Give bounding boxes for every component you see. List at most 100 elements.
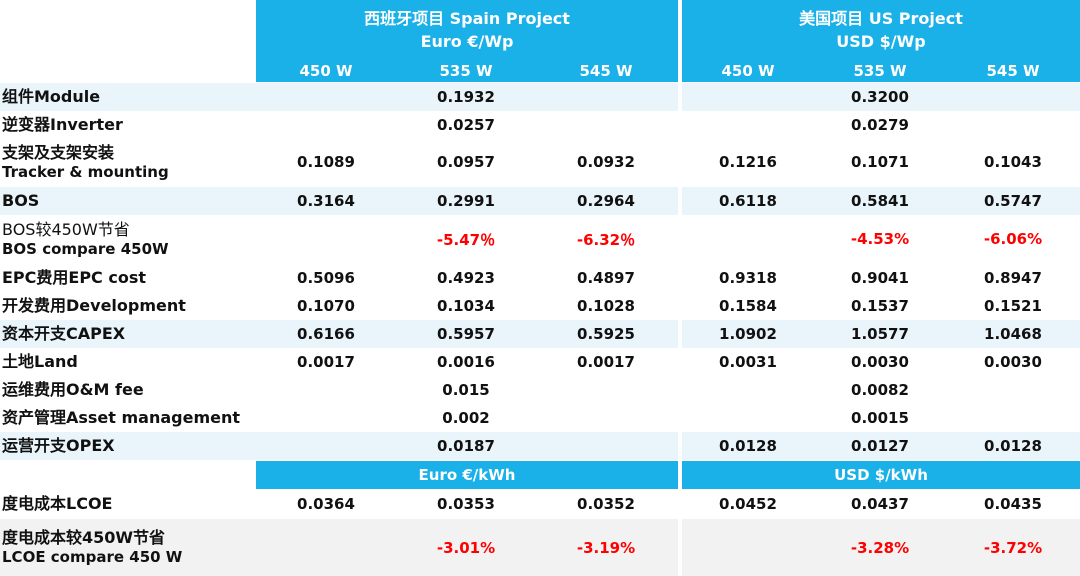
- spain-unit: Euro €/Wp: [420, 32, 514, 51]
- table-cell: 0.4897: [577, 269, 635, 287]
- table-cell: 0.0353: [437, 495, 495, 513]
- row-label: BOS: [2, 187, 254, 215]
- row-label-primary: BOS较450W节省: [2, 219, 130, 239]
- row-label-primary: 支架及支架安装: [2, 142, 115, 162]
- table-cell: 0.1216: [719, 153, 777, 171]
- table-cell: 0.1584: [719, 297, 777, 315]
- row-label: 土地Land: [2, 348, 254, 376]
- table-cell: -3.72%: [983, 538, 1043, 557]
- table-cell: 0.5841: [851, 192, 909, 210]
- spain-kwh-unit: Euro €/kWh: [256, 461, 678, 489]
- table-cell: 0.0030: [984, 353, 1042, 371]
- row-label-primary: 逆变器Inverter: [2, 115, 123, 134]
- row-label: 运维费用O&M fee: [2, 376, 254, 404]
- table-cell: -5.47％: [436, 230, 496, 249]
- table-cell: 0.0452: [719, 495, 777, 513]
- table-cell: 0.3200: [851, 88, 909, 106]
- unit-band-row: Euro €/kWh USD $/kWh: [0, 461, 1080, 489]
- table-row: EPC费用EPC cost 0.5096 0.4923 0.4897 0.9318 0.9…: [0, 264, 1080, 292]
- table-cell: 0.1028: [577, 297, 635, 315]
- table-cell: [260, 215, 392, 263]
- project-separator: [678, 0, 682, 576]
- row-label-primary: EPC费用EPC cost: [2, 268, 147, 287]
- table-cell: 1.0902: [719, 325, 777, 343]
- table-cell: 0.6118: [719, 192, 777, 210]
- table-cell: [682, 215, 814, 263]
- wattage-header-row: 450 W 535 W 545 W 450 W 535 W 545 W: [256, 60, 1080, 82]
- table-cell: [540, 404, 672, 432]
- row-label-primary: BOS: [2, 191, 40, 210]
- table-cell: 0.1043: [984, 153, 1042, 171]
- table-cell: 0.2964: [577, 192, 635, 210]
- row-label: 开发费用Development: [2, 292, 254, 320]
- us-kwh-unit: USD $/kWh: [682, 461, 1080, 489]
- row-label-primary: 资产管理Asset management: [2, 408, 241, 427]
- table-cell: [540, 111, 672, 139]
- table-cell: [260, 519, 392, 576]
- table-cell: 0.0128: [984, 437, 1042, 455]
- table-cell: [947, 83, 1079, 111]
- table-cell: 0.4923: [437, 269, 495, 287]
- table-cell: [682, 111, 814, 139]
- table-cell: -3.01%: [436, 538, 496, 557]
- table-cell: [260, 404, 392, 432]
- table-cell: [260, 376, 392, 404]
- table-row: 度电成本LCOE 0.0364 0.0353 0.0352 0.0452 0.0437 0.…: [0, 490, 1080, 518]
- table-cell: -6.06%: [983, 230, 1043, 248]
- table-cell: 0.0352: [577, 495, 635, 513]
- table-cell: 0.0017: [297, 353, 355, 371]
- table-cell: 0.0031: [719, 353, 777, 371]
- row-label-secondary: BOS compare 450W: [2, 239, 169, 258]
- row-label: 度电成本较450W节省 LCOE compare 450 W: [2, 519, 254, 576]
- table-row: 资产管理Asset management 0.002 0.0015: [0, 404, 1080, 432]
- table-cell: 0.0257: [437, 116, 495, 134]
- us-unit: USD $/Wp: [836, 32, 926, 51]
- table-cell: -4.53%: [850, 230, 910, 248]
- table-cell: 0.1070: [297, 297, 355, 315]
- table-row: BOS 0.3164 0.2991 0.2964 0.6118 0.5841 0.5747: [0, 187, 1080, 215]
- table-cell: 0.002: [442, 409, 490, 427]
- table-row: 支架及支架安装 Tracker & mounting 0.1089 0.0957 0.0…: [0, 139, 1080, 185]
- table-cell: 0.0030: [851, 353, 909, 371]
- row-label: 运营开支OPEX: [2, 432, 254, 460]
- us-title: 美国项目 US Project: [799, 8, 963, 28]
- table-cell: [682, 376, 814, 404]
- table-cell: [540, 432, 672, 460]
- us-project-header: 美国项目 US Project USD $/Wp: [682, 0, 1080, 60]
- row-label-primary: 运营开支OPEX: [2, 436, 115, 455]
- spain-title: 西班牙项目 Spain Project: [364, 8, 570, 28]
- column-header-us-545w: 545 W: [986, 62, 1040, 80]
- table-cell: 0.1521: [984, 297, 1042, 315]
- table-cell: [260, 111, 392, 139]
- table-cell: 0.0957: [437, 153, 495, 171]
- row-label: 资本开支CAPEX: [2, 320, 254, 348]
- row-label-primary: 运维费用O&M fee: [2, 380, 144, 399]
- table-cell: 0.0127: [851, 437, 909, 455]
- column-header-us-450w: 450 W: [721, 62, 775, 80]
- row-label-primary: 资本开支CAPEX: [2, 324, 126, 343]
- row-label: 支架及支架安装 Tracker & mounting: [2, 139, 254, 185]
- table-cell: 0.015: [442, 381, 490, 399]
- row-label-primary: 土地Land: [2, 352, 78, 371]
- table-cell: [947, 111, 1079, 139]
- table-cell: 0.1071: [851, 153, 909, 171]
- table-cell: 0.0279: [851, 116, 909, 134]
- table-cell: 0.0435: [984, 495, 1042, 513]
- table-cell: 0.1537: [851, 297, 909, 315]
- table-cell: 0.5957: [437, 325, 495, 343]
- table-cell: 0.1932: [437, 88, 495, 106]
- table-cell: 0.0082: [851, 381, 909, 399]
- table-row: 土地Land 0.0017 0.0016 0.0017 0.0031 0.0030 0.00…: [0, 348, 1080, 376]
- table-cell: [947, 404, 1079, 432]
- table-row: 运维费用O&M fee 0.015 0.0082: [0, 376, 1080, 404]
- row-label-primary: 组件Module: [2, 87, 101, 106]
- table-cell: 0.5747: [984, 192, 1042, 210]
- table-cell: 0.9318: [719, 269, 777, 287]
- row-label-secondary: Tracker & mounting: [2, 162, 169, 181]
- table-cell: 0.0932: [577, 153, 635, 171]
- table-row: 组件Module 0.1932 0.3200: [0, 83, 1080, 111]
- table-cell: 0.0016: [437, 353, 495, 371]
- spain-project-header: 西班牙项目 Spain Project Euro €/Wp: [256, 0, 678, 60]
- row-label: 逆变器Inverter: [2, 111, 254, 139]
